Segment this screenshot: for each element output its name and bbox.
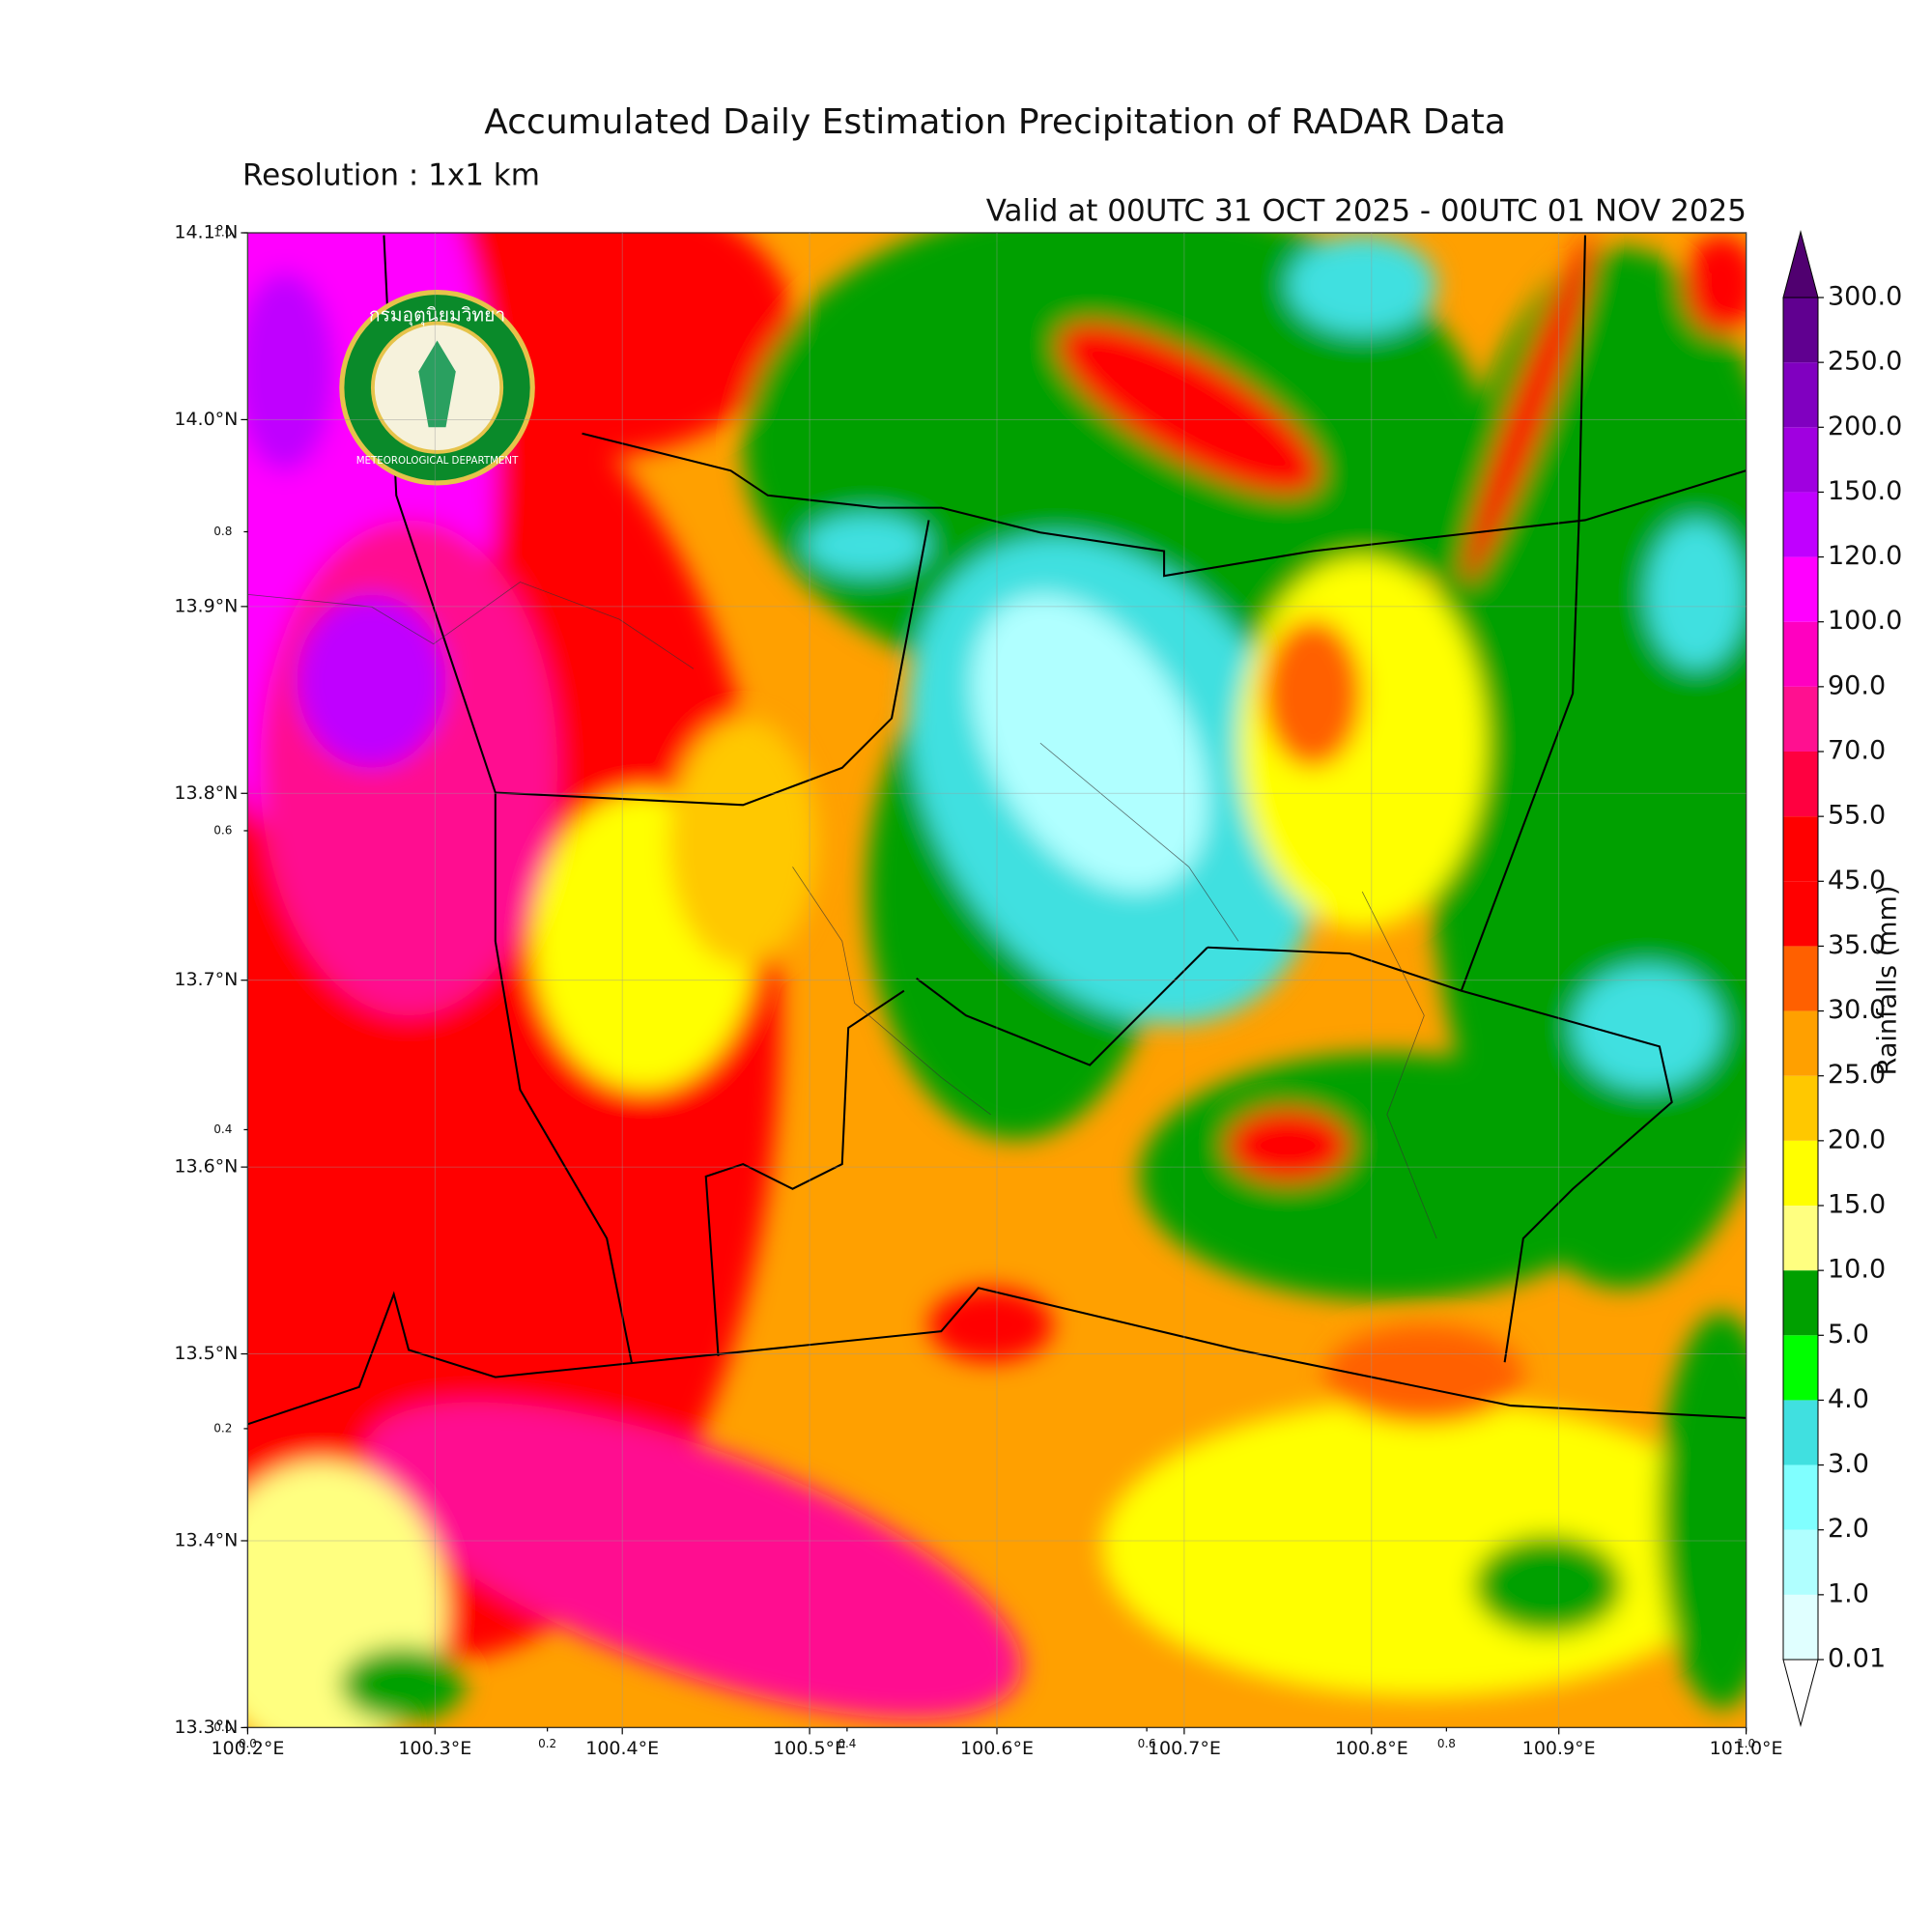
colorbar-tick-label: 10.0 <box>1828 1255 1886 1285</box>
x-tick-label: 100.8°E <box>1335 1738 1408 1759</box>
y2-tick-label: 0.2 <box>213 1421 232 1435</box>
x-tick-label: 100.3°E <box>398 1738 471 1759</box>
colorbar-bin <box>1783 1335 1818 1401</box>
y2-tick-label: 1.0 <box>213 226 232 240</box>
colorbar-tick-label: 35.0 <box>1828 930 1886 960</box>
colorbar-tick-label: 2.0 <box>1828 1514 1869 1544</box>
y-tick-label: 13.4°N <box>174 1529 238 1550</box>
x-tick-label: 100.5°E <box>773 1738 846 1759</box>
chart-title: Accumulated Daily Estimation Precipitati… <box>484 102 1506 142</box>
x-tick-label: 100.4°E <box>585 1738 659 1759</box>
colorbar-bin <box>1783 621 1818 687</box>
colorbar-bin <box>1783 881 1818 947</box>
colorbar-bin <box>1783 556 1818 622</box>
colorbar-under <box>1782 1659 1819 1727</box>
colorbar-tick-label: 20.0 <box>1828 1124 1886 1154</box>
colorbar-over <box>1782 230 1819 298</box>
colorbar-tick-label: 45.0 <box>1828 866 1886 895</box>
colorbar-tick-label: 250.0 <box>1828 347 1902 377</box>
colorbar-bin <box>1783 1140 1818 1206</box>
colorbar-bin <box>1783 1206 1818 1271</box>
colorbar-bin <box>1783 1270 1818 1336</box>
colorbar-tick-label: 0.01 <box>1828 1644 1886 1674</box>
logo-text: กรมอุตุนิยมวิทยา <box>369 303 505 327</box>
colorbar-tick-label: 100.0 <box>1828 606 1902 636</box>
y-tick-label: 14.1°N <box>174 222 238 243</box>
subtitle: Resolution : 1x1 km <box>242 158 540 193</box>
colorbar-frame <box>1782 297 1819 1661</box>
valid-time: Valid at 00UTC 31 OCT 2025 - 00UTC 01 NO… <box>986 194 1747 229</box>
colorbar-tick-label: 30.0 <box>1828 995 1886 1025</box>
colorbar-label: Rainfalls (mm) <box>1873 886 1903 1076</box>
colorbar-bin <box>1783 492 1818 557</box>
colorbar-tick-label: 120.0 <box>1828 541 1902 571</box>
colorbar-bin <box>1783 362 1818 428</box>
x2-tick-label: 0.8 <box>1437 1737 1456 1750</box>
colorbar-bin <box>1783 1464 1818 1530</box>
y-tick-label: 13.7°N <box>174 969 238 990</box>
x2-tick-label: 0.6 <box>1138 1737 1156 1750</box>
colorbar-bin <box>1783 946 1818 1011</box>
colorbar-tick-label: 25.0 <box>1828 1060 1886 1090</box>
colorbar-tick-label: 90.0 <box>1828 670 1886 700</box>
colorbar-bin <box>1783 752 1818 817</box>
y-tick-label: 13.9°N <box>174 595 238 616</box>
colorbar-tick-label: 150.0 <box>1828 476 1902 506</box>
colorbar-bin <box>1783 1010 1818 1076</box>
x-tick-label: 100.9°E <box>1522 1738 1596 1759</box>
rain-field <box>247 233 1747 1728</box>
colorbar-tick-label: 5.0 <box>1828 1320 1869 1350</box>
colorbar-tick-label: 300.0 <box>1828 282 1902 312</box>
colorbar-tick-label: 4.0 <box>1828 1384 1869 1414</box>
colorbar-bin <box>1783 816 1818 882</box>
y-tick-label: 13.5°N <box>174 1343 238 1364</box>
y-tick-label: 13.8°N <box>174 782 238 804</box>
x-tick-label: 100.7°E <box>1148 1738 1221 1759</box>
y-tick-label: 13.6°N <box>174 1156 238 1178</box>
logo: กรมอุตุนิยมวิทยา METEOROLOGICAL DEPARTME… <box>339 289 535 486</box>
y-tick-label: 14.0°N <box>174 409 238 430</box>
y-tick-label: 13.3°N <box>174 1717 238 1738</box>
colorbar-bin <box>1783 1529 1818 1595</box>
colorbar-bin <box>1783 298 1818 363</box>
y2-tick-label: 0.6 <box>213 823 232 837</box>
x2-tick-label: 0.2 <box>538 1737 556 1750</box>
colorbar-tick-label: 200.0 <box>1828 412 1902 441</box>
colorbar-tick-label: 3.0 <box>1828 1449 1869 1479</box>
y2-tick-label: 0.0 <box>213 1720 232 1734</box>
map: กรมอุตุนิยมวิทยา METEOROLOGICAL DEPARTME… <box>246 232 1747 1729</box>
x2-tick-label: 0.4 <box>838 1737 856 1750</box>
logo-subtext: METEOROLOGICAL DEPARTMENT <box>356 455 519 467</box>
x-tick-label: 100.6°E <box>960 1738 1034 1759</box>
colorbar-bin <box>1783 1075 1818 1141</box>
colorbar-bin <box>1783 686 1818 752</box>
colorbar-bin <box>1783 1594 1818 1660</box>
colorbar-tick-label: 70.0 <box>1828 736 1886 766</box>
colorbar-bin <box>1783 1400 1818 1465</box>
colorbar-tick-label: 55.0 <box>1828 801 1886 831</box>
x-tick-label: 100.2°E <box>211 1738 284 1759</box>
colorbar-bin <box>1783 427 1818 493</box>
y2-tick-label: 0.4 <box>213 1122 232 1136</box>
x2-tick-label: 0.0 <box>239 1737 257 1750</box>
colorbar-tick-label: 15.0 <box>1828 1190 1886 1220</box>
x2-tick-label: 1.0 <box>1737 1737 1755 1750</box>
y2-tick-label: 0.8 <box>213 525 232 538</box>
x-tick-label: 101.0°E <box>1710 1738 1783 1759</box>
colorbar-tick-label: 1.0 <box>1828 1578 1869 1608</box>
